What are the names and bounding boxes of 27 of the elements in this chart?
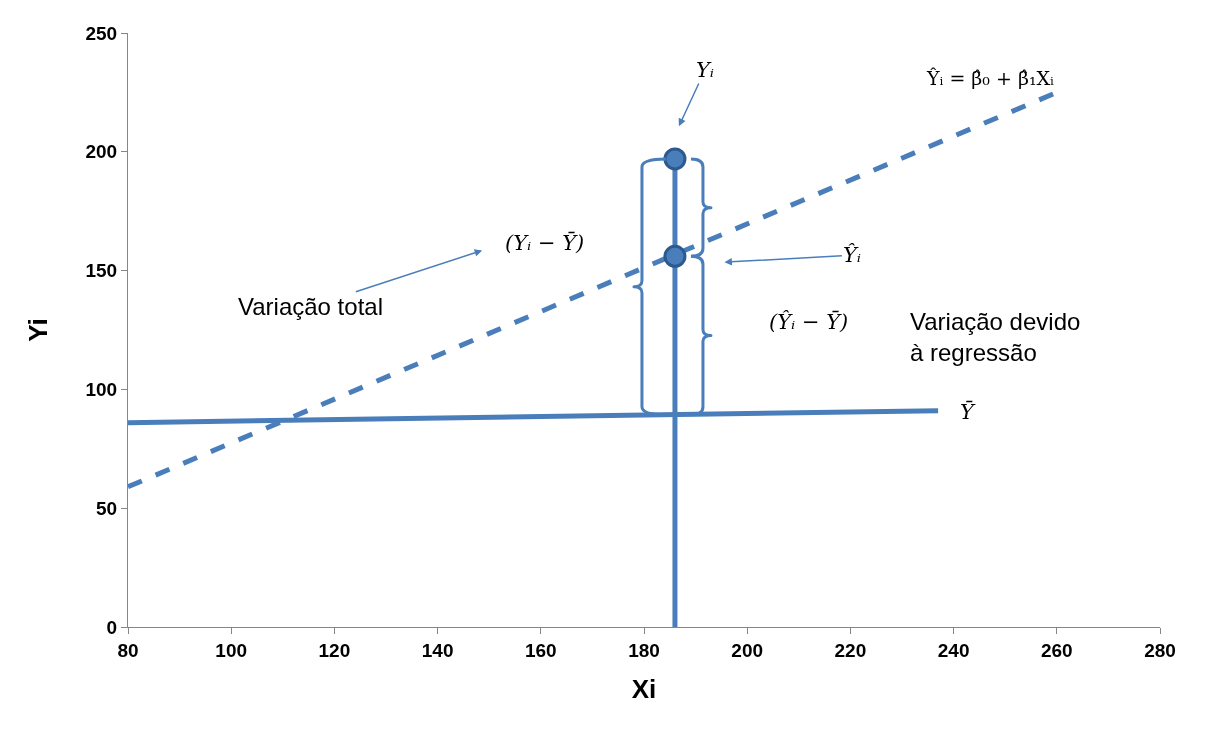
x-tick-label: 200 (731, 639, 764, 661)
annotation: Yᵢ (696, 58, 715, 82)
annotation: (Yᵢ − Ȳ) (505, 231, 585, 255)
y-tick-label: 200 (85, 141, 118, 163)
x-tick-label: 120 (318, 639, 351, 661)
x-tick-label: 160 (524, 639, 557, 661)
x-axis-title: Xi (631, 674, 657, 705)
x-tick-label: 280 (1144, 639, 1176, 661)
x-tick-label: 180 (628, 639, 660, 661)
x-tick-label: 80 (117, 639, 139, 661)
x-tick-label: 260 (1040, 639, 1073, 661)
annotation: (Ŷᵢ − Ȳ) (769, 310, 849, 334)
y-tick-label: 150 (85, 260, 118, 282)
annotation: Ȳ (960, 400, 976, 424)
x-tick-label: 140 (421, 639, 454, 661)
x-tick-label: 100 (215, 639, 248, 661)
annotation: Variação devido à regressão (910, 308, 1081, 367)
y-tick-label: 100 (85, 379, 118, 401)
annotation: Ŷᵢ (843, 243, 862, 267)
y-axis-title: Yi (22, 318, 53, 342)
y-tick-label: 0 (106, 616, 118, 638)
annotation: Ŷᵢ = β̂₀ + β̂₁Xᵢ (926, 67, 1055, 89)
x-tick-label: 220 (834, 639, 867, 661)
x-tick-label: 240 (937, 639, 970, 661)
y-tick-label: 250 (85, 22, 118, 44)
annotation: Variação total (238, 293, 383, 320)
y-tick-label: 50 (96, 497, 118, 519)
